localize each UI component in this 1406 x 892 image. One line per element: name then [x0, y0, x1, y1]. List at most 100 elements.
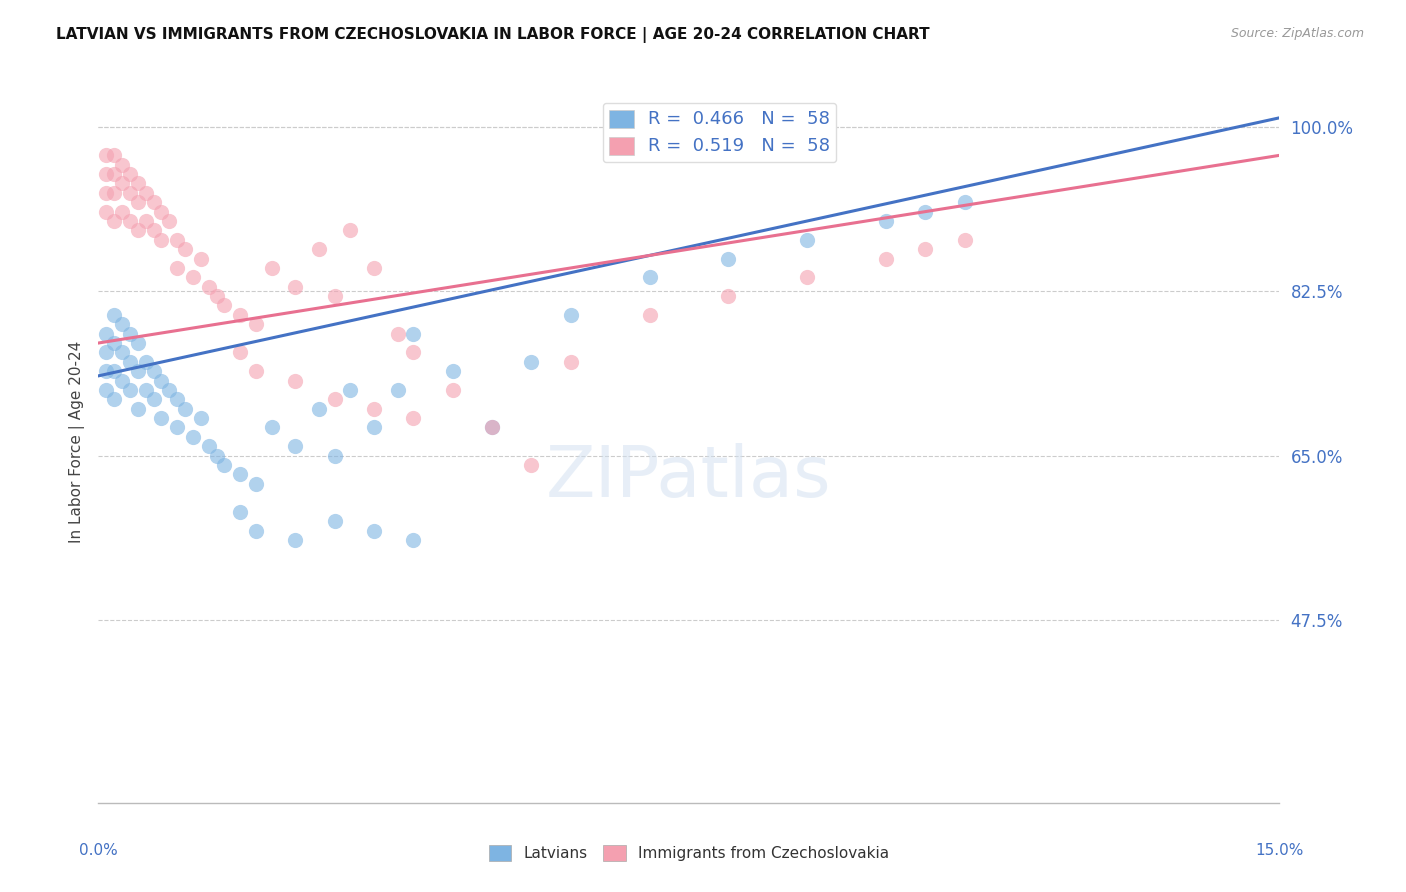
- Point: [166, 260, 188, 275]
- Point: [135, 355, 157, 369]
- Point: [166, 233, 188, 247]
- Point: [103, 167, 125, 181]
- Text: LATVIAN VS IMMIGRANTS FROM CZECHOSLOVAKIA IN LABOR FORCE | AGE 20-24 CORRELATION: LATVIAN VS IMMIGRANTS FROM CZECHOSLOVAKI…: [56, 27, 929, 43]
- Point: [197, 439, 219, 453]
- Point: [245, 318, 267, 332]
- Point: [205, 449, 228, 463]
- Point: [142, 392, 165, 407]
- Point: [181, 430, 204, 444]
- Text: Source: ZipAtlas.com: Source: ZipAtlas.com: [1230, 27, 1364, 40]
- Point: [118, 186, 141, 200]
- Point: [111, 345, 134, 359]
- Point: [953, 233, 976, 247]
- Point: [229, 308, 252, 322]
- Point: [717, 289, 740, 303]
- Point: [339, 383, 361, 397]
- Point: [560, 308, 582, 322]
- Point: [875, 252, 897, 266]
- Point: [323, 289, 346, 303]
- Point: [96, 148, 118, 162]
- Point: [402, 345, 425, 359]
- Point: [339, 223, 361, 237]
- Point: [96, 345, 118, 359]
- Point: [363, 524, 385, 538]
- Point: [190, 411, 212, 425]
- Point: [363, 420, 385, 434]
- Point: [214, 458, 236, 472]
- Point: [118, 214, 141, 228]
- Point: [638, 270, 661, 285]
- Point: [914, 242, 936, 256]
- Point: [323, 392, 346, 407]
- Point: [323, 514, 346, 528]
- Point: [284, 374, 307, 388]
- Point: [127, 401, 149, 416]
- Point: [260, 260, 283, 275]
- Point: [127, 364, 149, 378]
- Point: [103, 308, 125, 322]
- Point: [111, 374, 134, 388]
- Point: [150, 233, 173, 247]
- Point: [142, 364, 165, 378]
- Point: [103, 186, 125, 200]
- Point: [127, 195, 149, 210]
- Point: [323, 449, 346, 463]
- Point: [103, 214, 125, 228]
- Point: [118, 167, 141, 181]
- Point: [166, 392, 188, 407]
- Point: [96, 383, 118, 397]
- Point: [284, 279, 307, 293]
- Point: [308, 401, 330, 416]
- Text: 15.0%: 15.0%: [1256, 843, 1303, 858]
- Point: [103, 336, 125, 351]
- Point: [166, 420, 188, 434]
- Point: [111, 318, 134, 332]
- Point: [229, 467, 252, 482]
- Point: [214, 298, 236, 312]
- Point: [363, 401, 385, 416]
- Point: [118, 326, 141, 341]
- Point: [363, 260, 385, 275]
- Point: [520, 355, 543, 369]
- Point: [520, 458, 543, 472]
- Point: [118, 355, 141, 369]
- Point: [181, 270, 204, 285]
- Point: [441, 383, 464, 397]
- Point: [111, 177, 134, 191]
- Point: [96, 204, 118, 219]
- Point: [103, 364, 125, 378]
- Point: [157, 383, 180, 397]
- Point: [914, 204, 936, 219]
- Point: [190, 252, 212, 266]
- Point: [308, 242, 330, 256]
- Point: [284, 533, 307, 547]
- Point: [441, 364, 464, 378]
- Point: [103, 148, 125, 162]
- Point: [229, 505, 252, 519]
- Point: [953, 195, 976, 210]
- Point: [96, 364, 118, 378]
- Point: [150, 411, 173, 425]
- Point: [402, 326, 425, 341]
- Point: [127, 223, 149, 237]
- Point: [150, 374, 173, 388]
- Point: [796, 233, 818, 247]
- Point: [229, 345, 252, 359]
- Point: [135, 383, 157, 397]
- Point: [402, 411, 425, 425]
- Point: [157, 214, 180, 228]
- Point: [127, 177, 149, 191]
- Point: [387, 326, 409, 341]
- Legend: Latvians, Immigrants from Czechoslovakia: Latvians, Immigrants from Czechoslovakia: [482, 839, 896, 867]
- Point: [284, 439, 307, 453]
- Point: [96, 326, 118, 341]
- Point: [560, 355, 582, 369]
- Point: [96, 186, 118, 200]
- Point: [135, 186, 157, 200]
- Point: [150, 204, 173, 219]
- Y-axis label: In Labor Force | Age 20-24: In Labor Force | Age 20-24: [69, 341, 84, 542]
- Text: ZIPatlas: ZIPatlas: [546, 443, 832, 512]
- Point: [96, 167, 118, 181]
- Point: [111, 158, 134, 172]
- Point: [111, 204, 134, 219]
